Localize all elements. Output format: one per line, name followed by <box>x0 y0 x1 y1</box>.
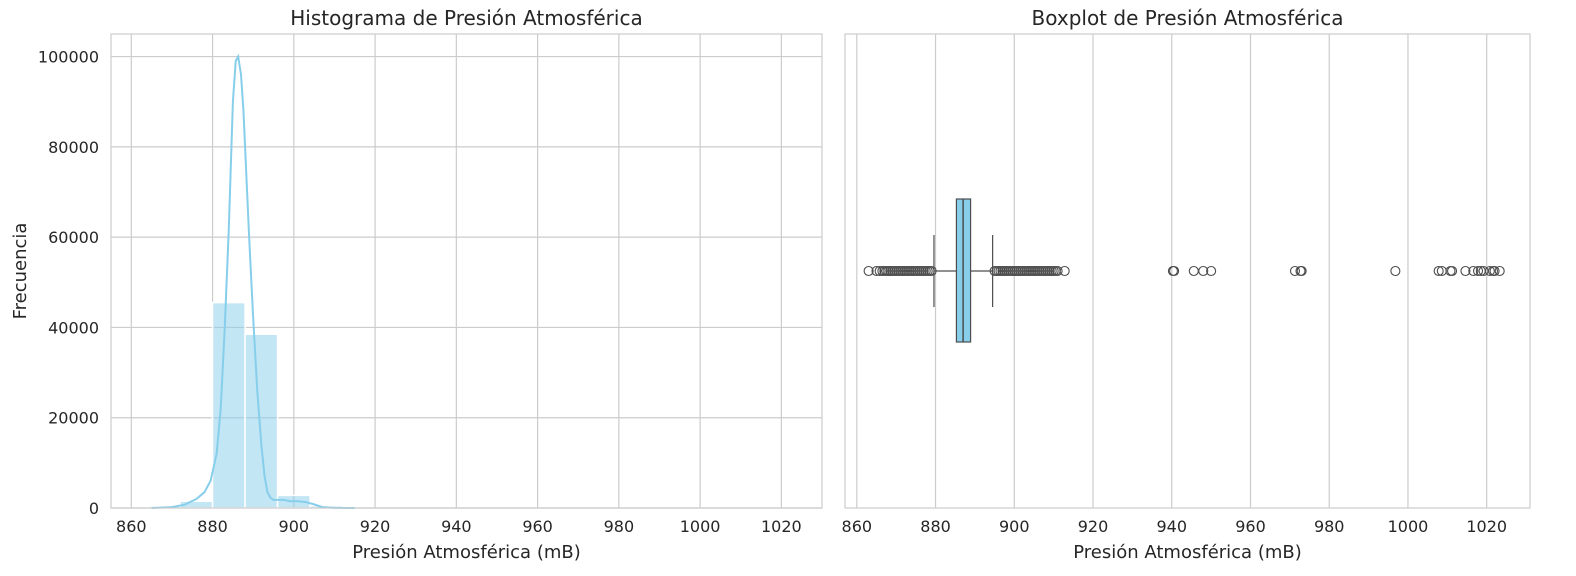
boxplot-outlier-point <box>1489 265 1500 277</box>
histogram-y-tick-label: 80000 <box>48 138 99 157</box>
boxplot-x-tick-label: 860 <box>842 517 873 536</box>
histogram-bar <box>211 301 246 509</box>
histogram-x-tick-label: 1000 <box>680 517 721 536</box>
boxplot-outlier-point <box>1468 265 1479 277</box>
boxplot-x-tick-label: 900 <box>999 517 1030 536</box>
histogram-x-tick-label: 960 <box>522 517 553 536</box>
boxplot-outlier-point <box>863 265 874 277</box>
boxplot-outlier-point <box>1198 265 1209 277</box>
boxplot-outlier-point <box>1052 265 1063 277</box>
boxplot-outlier-point <box>1494 265 1505 277</box>
boxplot-title: Boxplot de Presión Atmosférica <box>1032 6 1344 30</box>
boxplot-outlier-point <box>1296 265 1307 277</box>
boxplot-outlier-point <box>1169 265 1180 277</box>
boxplot-outlier-point <box>1390 265 1401 277</box>
histogram-title: Histograma de Presión Atmosférica <box>290 6 642 30</box>
histogram-frame <box>110 33 823 509</box>
boxplot-outlier-point <box>1059 265 1070 277</box>
histogram-x-tick-label: 940 <box>441 517 472 536</box>
histogram-y-tick-label: 100000 <box>38 48 99 67</box>
histogram-x-tick-label: 900 <box>279 517 310 536</box>
boxplot-x-tick-label: 880 <box>920 517 951 536</box>
histogram-x-tick-label: 920 <box>360 517 391 536</box>
histogram-y-tick-label: 20000 <box>48 409 99 428</box>
histogram-bars <box>146 301 344 509</box>
histogram-y-tick-label: 0 <box>89 499 99 518</box>
boxplot-outliers <box>863 265 1505 277</box>
boxplot-panel: 860 880 900 920 940 960 980 1000 1020 Boxplot de… <box>842 6 1531 563</box>
boxplot-x-tick-label: 920 <box>1078 517 1109 536</box>
boxplot-outlier-point <box>871 265 882 277</box>
boxplot-x-tick-label: 1020 <box>1466 517 1507 536</box>
boxplot-outlier-point <box>1460 265 1471 277</box>
histogram-panel: 860 880 900 920 940 960 980 1000 1020 0 20000 4000… <box>10 6 823 563</box>
boxplot-outlier-point <box>1484 265 1495 277</box>
histogram-y-tick-labels: 0 20000 40000 60000 80000 100000 <box>38 48 99 518</box>
histogram-y-axis-label: Frecuencia <box>10 223 31 320</box>
histogram-x-tick-label: 1020 <box>761 517 802 536</box>
boxplot-outlier-point <box>1188 265 1199 277</box>
boxplot-outlier-point <box>1433 265 1444 277</box>
histogram-x-tick-label: 980 <box>604 517 635 536</box>
boxplot-x-tick-label: 960 <box>1235 517 1266 536</box>
boxplot-outlier-point <box>1206 265 1217 277</box>
boxplot-x-tick-labels: 860 880 900 920 940 960 980 1000 1020 <box>842 517 1508 536</box>
boxplot-elements <box>933 198 994 343</box>
boxplot-grid <box>856 34 1488 508</box>
histogram-y-tick-label: 40000 <box>48 318 99 337</box>
boxplot-outlier-point <box>1472 265 1484 277</box>
boxplot-x-axis-label: Presión Atmosférica (mB) <box>1073 542 1302 563</box>
histogram-x-tick-label: 880 <box>197 517 228 536</box>
boxplot-frame <box>844 33 1531 509</box>
boxplot-x-tick-label: 980 <box>1314 517 1345 536</box>
histogram-x-axis-label: Presión Atmosférica (mB) <box>352 542 581 563</box>
histogram-kde-line <box>151 53 355 509</box>
boxplot-outlier-point <box>926 265 937 277</box>
boxplot-outlier-point <box>1447 265 1458 277</box>
histogram-x-tick-labels: 860 880 900 920 940 960 980 1000 1020 <box>116 517 802 536</box>
histogram-y-tick-label: 60000 <box>48 228 99 247</box>
boxplot-x-tick-label: 940 <box>1156 517 1187 536</box>
boxplot-outlier-point <box>1289 265 1301 277</box>
histogram-x-tick-label: 860 <box>116 517 147 536</box>
histogram-bar <box>244 333 279 509</box>
boxplot-x-tick-label: 1000 <box>1388 517 1429 536</box>
